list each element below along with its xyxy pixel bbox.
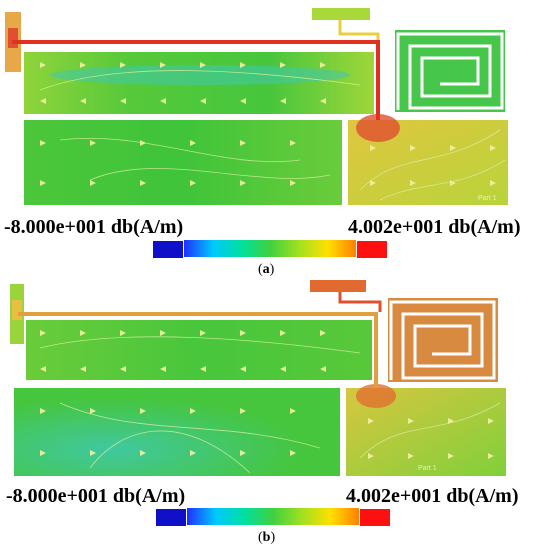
top-patch-b (310, 280, 366, 292)
scale-min-label-a: -8.000e+001 db(A/m) (4, 216, 184, 238)
scale-max-label-a: 4.002e+001 db(A/m) (348, 216, 521, 238)
colorbar-max-box-a (356, 240, 388, 259)
scale-max-label-b: 4.002e+001 db(A/m) (346, 485, 519, 507)
panel-b: Part 1 -8.000e+001 db(A/m) 4.002e+001 db… (0, 278, 538, 550)
field-plot-a: Part 1 (5, 8, 508, 205)
colorbar-gradient-b (187, 508, 359, 525)
colorbar-max-box-b (359, 508, 391, 527)
spiral-region-a (395, 30, 505, 112)
caption-b: (b) (258, 530, 276, 545)
caption-a: (a) (258, 262, 275, 277)
spiral-trace-a (396, 32, 504, 110)
colorbar-min-box-b (155, 508, 187, 527)
field-plot-b: Part 1 (10, 280, 506, 476)
spiral-region-b (388, 298, 498, 382)
panel-a: Part 1 -8.000e+001 db(A/m) 4.002e+001 db… (4, 8, 521, 277)
colorbar-gradient-a (184, 240, 356, 257)
spiral-trace-b (389, 300, 496, 380)
part-tag-a: Part 1 (478, 195, 497, 202)
lower-left-region-a (24, 120, 342, 205)
top-patch-a (312, 8, 370, 20)
upper-region-b (26, 320, 372, 380)
feedline-a (12, 40, 380, 120)
colorbar-min-box-a (152, 240, 184, 259)
part-tag-b: Part 1 (418, 465, 437, 472)
colorbar-b (155, 508, 393, 527)
colorbar-a (152, 240, 390, 259)
scale-min-label-b: -8.000e+001 db(A/m) (6, 485, 186, 507)
feedline-b (18, 312, 378, 388)
